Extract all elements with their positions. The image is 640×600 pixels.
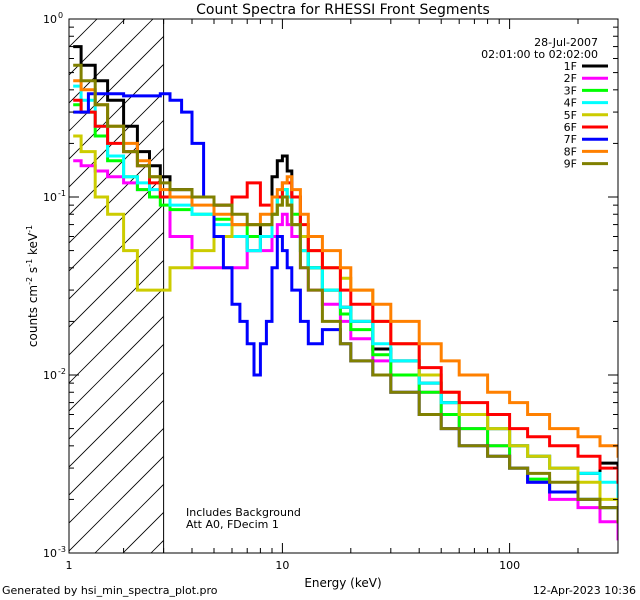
annotation-text: Att A0, FDecim 1	[186, 518, 279, 531]
annotation-text: Includes Background	[186, 506, 301, 519]
hatch-line	[69, 91, 164, 188]
y-tick-exponent: 0	[58, 11, 63, 20]
hatch-line	[69, 455, 164, 552]
plot-frame	[68, 18, 619, 554]
y-tick-label: 10	[43, 547, 57, 560]
series-9F	[73, 63, 618, 524]
legend-label: 6F	[564, 121, 577, 134]
x-tick-label: 100	[499, 559, 520, 572]
y-tick-label: 10	[43, 13, 57, 26]
legend-label: 8F	[564, 145, 577, 158]
legend-label: 5F	[564, 109, 577, 122]
date-label: 28-Jul-2007	[534, 36, 598, 49]
y-axis-label: counts cm-2 s-1 keV-1	[25, 225, 40, 347]
hatch-line	[69, 427, 164, 524]
legend-label: 7F	[564, 133, 577, 146]
legend-label: 3F	[564, 84, 577, 97]
time-range-label: 02:01:00 to 02:02:00	[481, 48, 598, 61]
y-tick-label: 10	[43, 191, 57, 204]
hatch-line	[69, 63, 164, 160]
chart-title: Count Spectra for RHESSI Front Segments	[196, 2, 490, 18]
y-tick-exponent: -2	[58, 367, 66, 376]
x-tick-label: 1	[66, 559, 73, 572]
hatch-line	[69, 203, 164, 300]
legend-label: 4F	[564, 97, 577, 110]
series-5F	[73, 134, 618, 524]
hatch-line	[69, 259, 164, 356]
x-tick-label: 10	[275, 559, 289, 572]
y-tick-label: 10	[43, 369, 57, 382]
hatch-line	[69, 231, 164, 328]
hatch-line	[69, 35, 164, 132]
series-3F	[73, 103, 618, 524]
legend-label: 9F	[564, 158, 577, 171]
y-tick-exponent: -3	[58, 545, 66, 554]
timestamp-label: 12-Apr-2023 10:36	[532, 584, 636, 597]
y-tick-exponent: -1	[58, 189, 66, 198]
x-axis-label: Energy (keV)	[304, 576, 381, 590]
hatch-line	[69, 147, 164, 244]
generated-by-label: Generated by hsi_min_spectra_plot.pro	[2, 584, 218, 597]
hatch-line	[69, 399, 164, 496]
hatch-line	[69, 287, 164, 384]
legend-label: 1F	[564, 60, 577, 73]
hatch-line	[122, 511, 164, 553]
legend-label: 2F	[564, 72, 577, 85]
series-1F	[73, 45, 618, 484]
hatch-line	[69, 371, 164, 468]
